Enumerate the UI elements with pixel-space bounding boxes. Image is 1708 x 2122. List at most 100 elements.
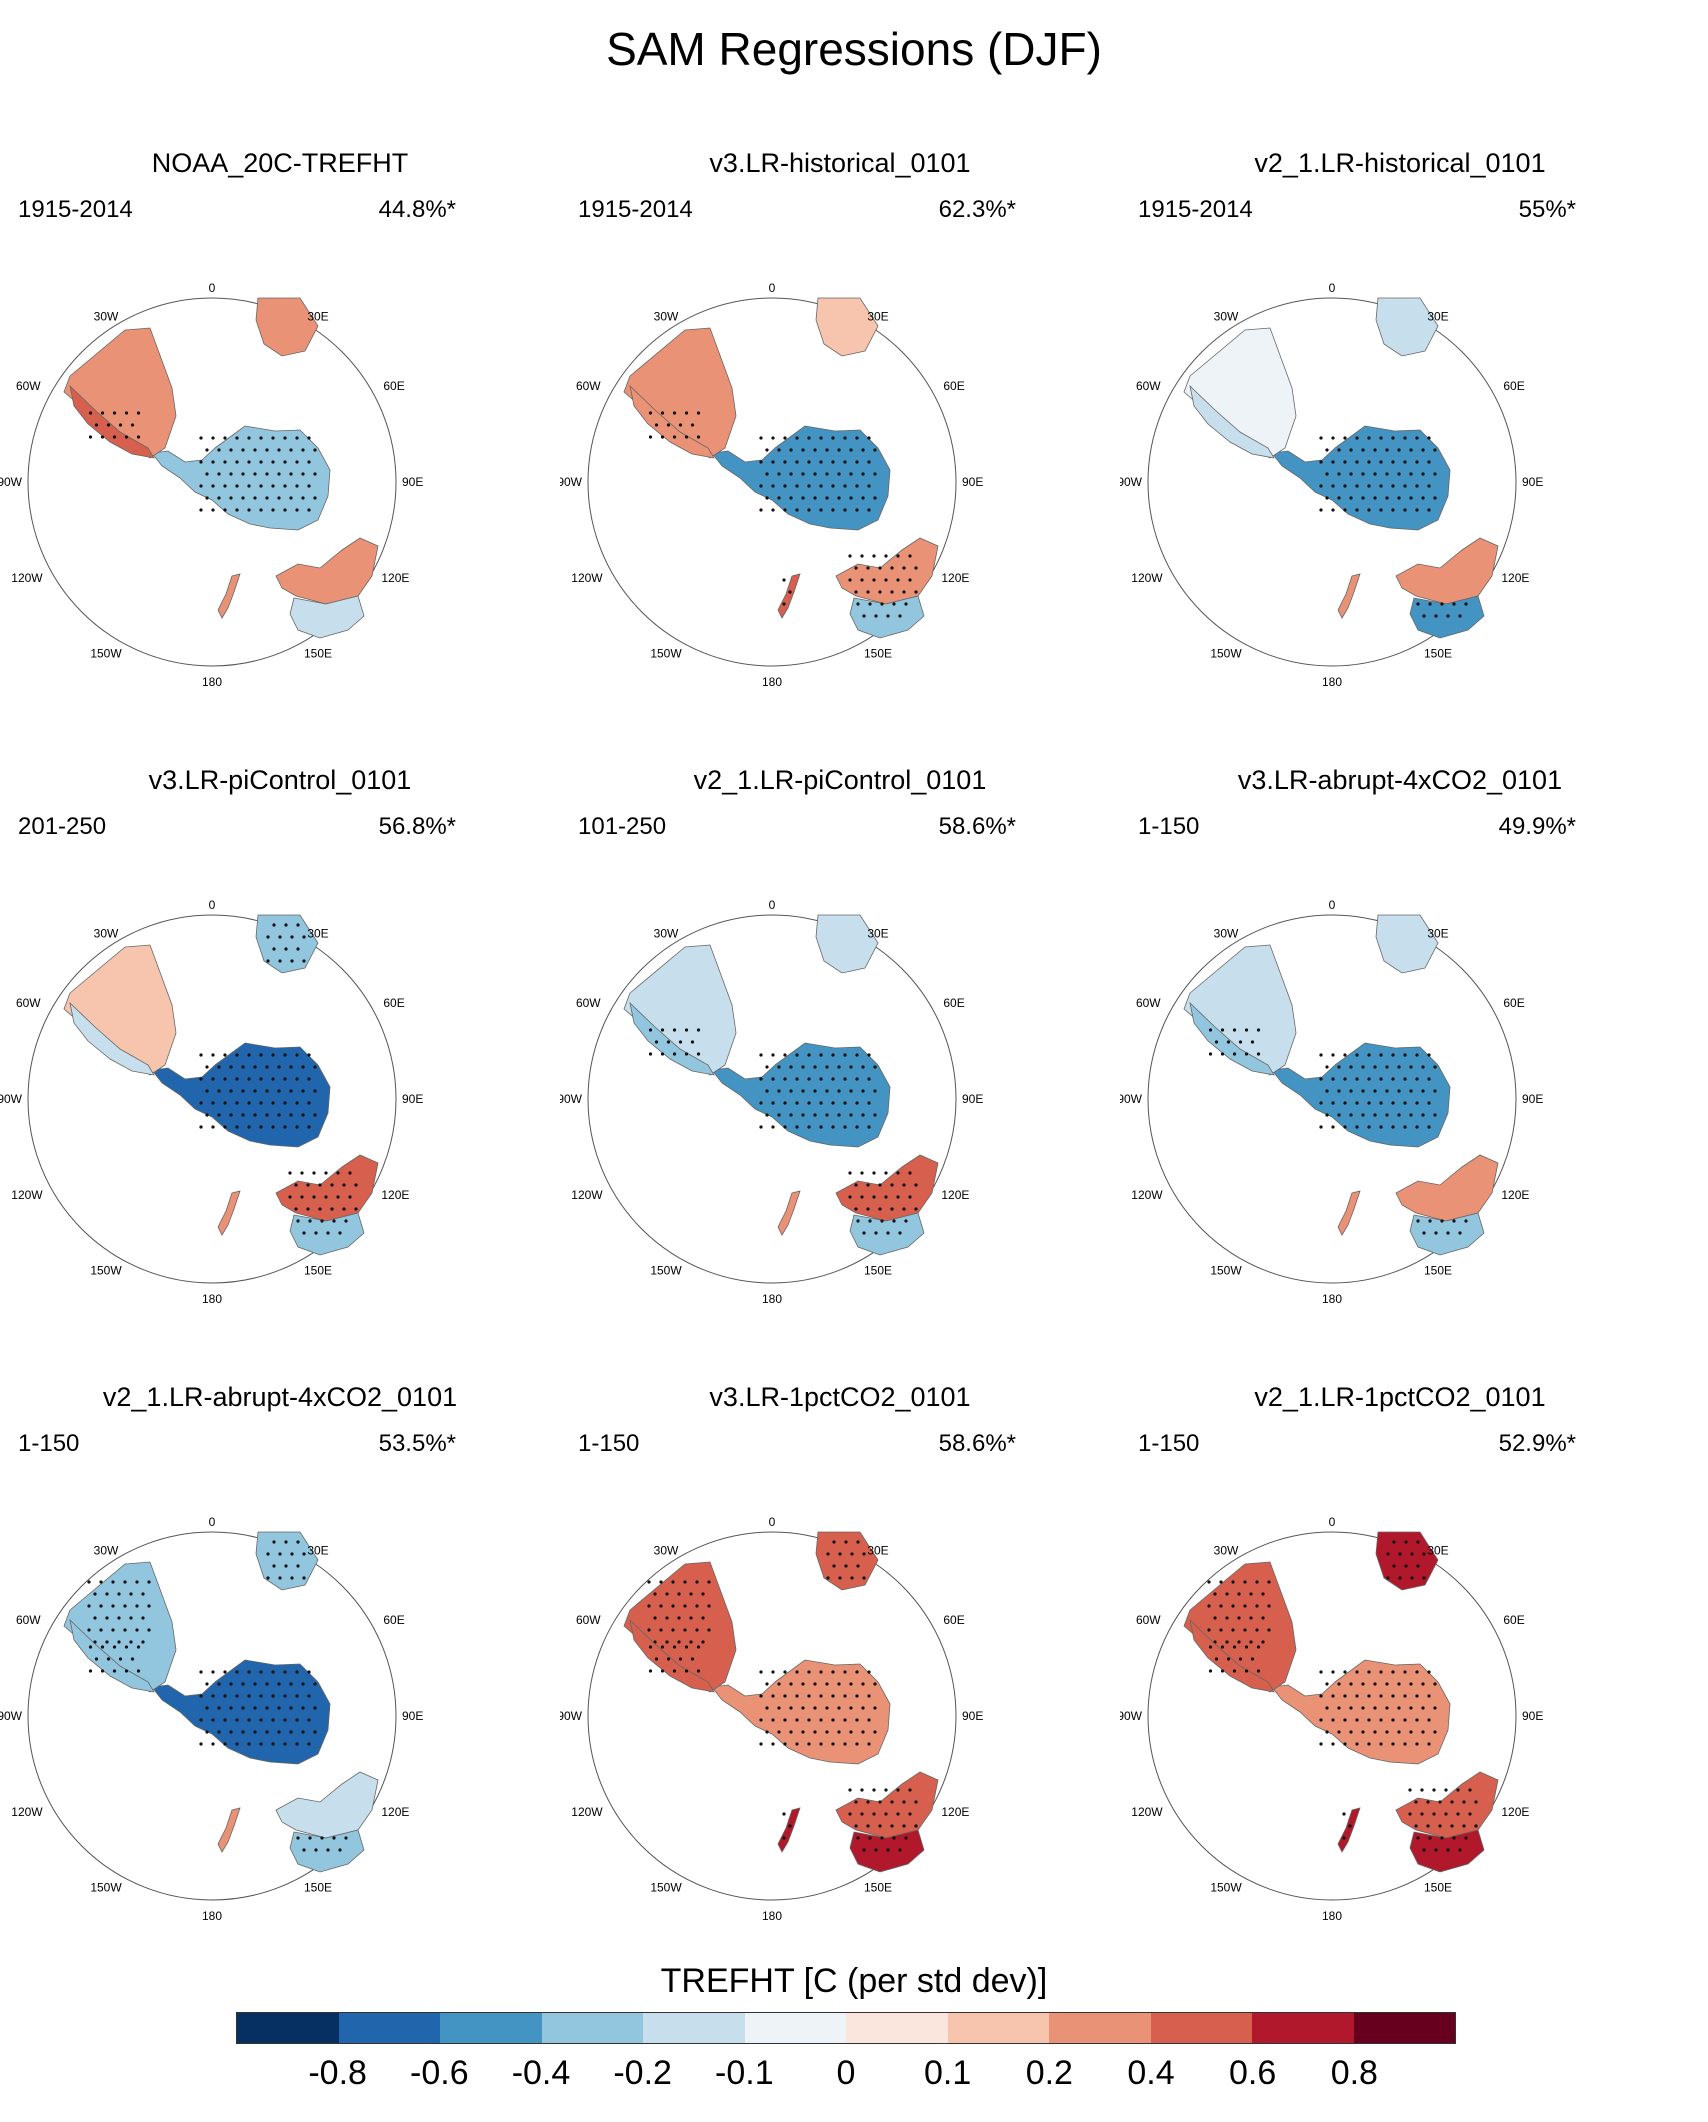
significance-dot bbox=[884, 1812, 888, 1816]
significance-dot bbox=[1397, 1730, 1401, 1734]
significance-dot bbox=[1421, 1682, 1425, 1686]
longitude-label: 180 bbox=[202, 675, 222, 689]
significance-dot bbox=[695, 1628, 699, 1632]
significance-dot bbox=[229, 1065, 233, 1069]
significance-dot bbox=[307, 1670, 311, 1674]
significance-dot bbox=[205, 472, 209, 476]
panel-title: v2_1.LR-historical_0101 bbox=[1254, 148, 1546, 178]
significance-dot bbox=[1355, 1101, 1359, 1105]
panel-variance-explained: 58.6%* bbox=[938, 813, 1016, 840]
significance-dot bbox=[1397, 496, 1401, 500]
significance-dot bbox=[783, 1125, 787, 1129]
significance-dot bbox=[759, 1742, 763, 1746]
significance-dot bbox=[672, 435, 677, 439]
significance-dot bbox=[788, 590, 792, 594]
significance-dot bbox=[861, 1682, 865, 1686]
significance-dot bbox=[320, 1219, 324, 1223]
significance-dot bbox=[696, 1669, 701, 1673]
longitude-label: 30E bbox=[867, 1544, 888, 1558]
significance-dot bbox=[1343, 1101, 1347, 1105]
significance-dot bbox=[259, 1101, 263, 1105]
significance-dot bbox=[902, 566, 906, 570]
significance-dot bbox=[1343, 1125, 1347, 1129]
region-antarctica bbox=[1271, 1659, 1451, 1765]
significance-dot bbox=[1433, 1682, 1437, 1686]
significance-dot bbox=[696, 1645, 701, 1649]
significance-dot bbox=[1414, 1824, 1418, 1828]
longitude-label: 90W bbox=[1120, 1092, 1143, 1106]
significance-dot bbox=[271, 1101, 275, 1105]
longitude-label: 60W bbox=[576, 1613, 601, 1627]
significance-dot bbox=[1409, 1706, 1413, 1710]
significance-dot bbox=[1409, 1113, 1413, 1117]
significance-dot bbox=[1420, 1788, 1424, 1792]
longitude-label: 30E bbox=[1427, 310, 1448, 324]
longitude-label: 90E bbox=[962, 1709, 983, 1723]
polar-map: 0 30E 60E 90E 120E 150E 180 150W 120W 90W 60W 30W bbox=[0, 1515, 423, 1923]
significance-dot bbox=[1367, 484, 1371, 488]
significance-dot bbox=[1355, 1742, 1359, 1746]
significance-dot bbox=[782, 602, 786, 606]
significance-dot bbox=[1337, 1730, 1341, 1734]
significance-dot bbox=[199, 1125, 203, 1129]
longitude-label: 60W bbox=[1136, 379, 1161, 393]
region-new-zealand bbox=[1337, 1190, 1361, 1236]
significance-dot bbox=[873, 1730, 877, 1734]
significance-dot bbox=[1337, 1065, 1341, 1069]
significance-dot bbox=[253, 448, 257, 452]
significance-dot bbox=[265, 1113, 269, 1117]
significance-dot bbox=[1379, 508, 1383, 512]
significance-dot bbox=[884, 554, 888, 558]
significance-dot bbox=[348, 1195, 352, 1199]
significance-dot bbox=[1373, 1089, 1377, 1093]
significance-dot bbox=[1243, 1628, 1247, 1632]
significance-dot bbox=[843, 460, 847, 464]
colorbar-tick-label: -0.1 bbox=[715, 2054, 774, 2092]
significance-dot bbox=[87, 1580, 91, 1584]
colorbar-tick-label: -0.4 bbox=[511, 2054, 571, 2092]
significance-dot bbox=[1319, 1077, 1323, 1081]
significance-dot bbox=[259, 508, 263, 512]
significance-dot bbox=[1428, 1219, 1432, 1223]
significance-dot bbox=[771, 1101, 775, 1105]
significance-dot bbox=[1456, 1812, 1460, 1816]
significance-dot bbox=[135, 1580, 139, 1584]
significance-dot bbox=[707, 1628, 711, 1632]
significance-dot bbox=[813, 472, 817, 476]
region-southern-africa bbox=[1375, 1531, 1439, 1591]
significance-dot bbox=[271, 460, 275, 464]
significance-dot bbox=[1319, 1125, 1323, 1129]
significance-dot bbox=[1331, 508, 1335, 512]
significance-dot bbox=[301, 1065, 305, 1069]
longitude-label: 30W bbox=[654, 927, 679, 941]
significance-dot bbox=[318, 1183, 322, 1187]
significance-dot bbox=[1379, 1053, 1383, 1057]
significance-dot bbox=[1446, 614, 1450, 618]
significance-dot bbox=[241, 472, 245, 476]
significance-dot bbox=[1385, 1682, 1389, 1686]
significance-dot bbox=[872, 1812, 876, 1816]
significance-dot bbox=[1450, 1800, 1454, 1804]
significance-dot bbox=[99, 1604, 103, 1608]
significance-dot bbox=[843, 1125, 847, 1129]
significance-dot bbox=[684, 1645, 689, 1649]
significance-dot bbox=[94, 423, 99, 427]
longitude-label: 150W bbox=[1210, 1880, 1242, 1894]
significance-dot bbox=[235, 1101, 239, 1105]
significance-dot bbox=[765, 1682, 769, 1686]
panel-variance-explained: 56.8%* bbox=[378, 813, 456, 840]
significance-dot bbox=[789, 496, 793, 500]
significance-dot bbox=[295, 484, 299, 488]
significance-dot bbox=[141, 1592, 145, 1596]
significance-dot bbox=[1397, 1706, 1401, 1710]
significance-dot bbox=[777, 1682, 781, 1686]
significance-dot bbox=[771, 1053, 775, 1057]
significance-dot bbox=[648, 1028, 653, 1032]
longitude-label: 150E bbox=[304, 1880, 332, 1894]
longitude-label: 120E bbox=[1501, 1188, 1529, 1202]
panel-title: v2_1.LR-abrupt-4xCO2_0101 bbox=[102, 1382, 458, 1412]
significance-dot bbox=[783, 1053, 787, 1057]
significance-dot bbox=[1409, 1730, 1413, 1734]
significance-dot bbox=[771, 1742, 775, 1746]
map-panel: 0 30E 60E 90E 120E 150E 180 150W 120W 90W 60W 30W v2… bbox=[560, 765, 1120, 1325]
